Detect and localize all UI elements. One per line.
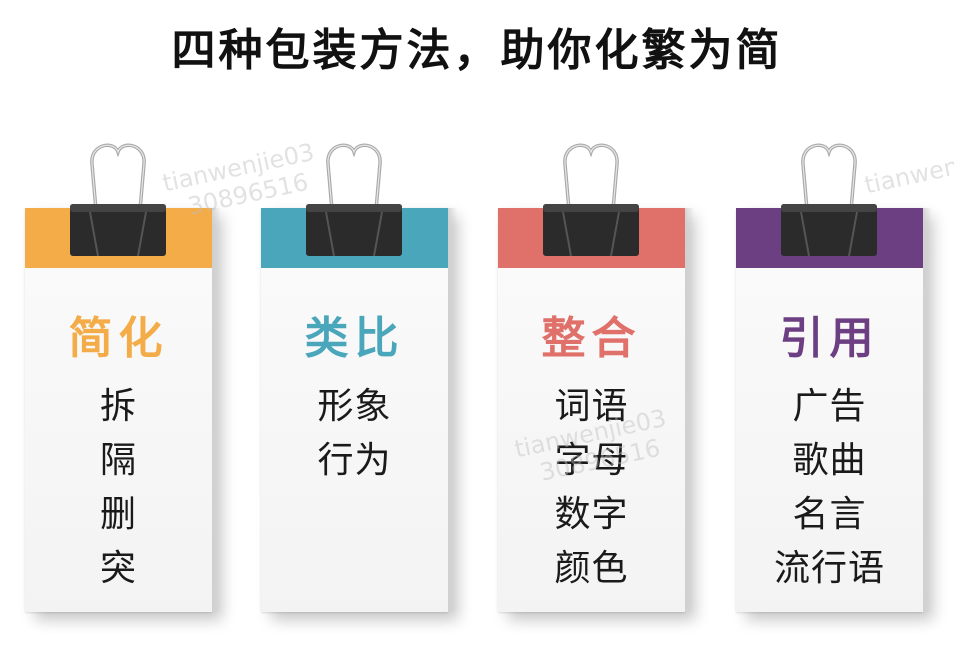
card-items: 拆 隔 删 突 [25,380,212,596]
card-heading: 简化 [68,313,169,364]
page-title: 四种包装方法，助你化繁为简 [171,25,783,76]
list-item: 词语 [554,386,629,427]
list-item: 拆 [99,386,137,427]
card-simplify: 简化 拆 隔 删 突 [25,208,221,612]
list-item: 形象 [317,386,392,427]
card-heading: 引用 [779,313,880,364]
card-analogy: 类比 形象 行为 [261,208,457,612]
list-item: 数字 [554,494,629,535]
binder-clip-icon [68,138,168,258]
card-items: 广告 歌曲 名言 流行语 [736,380,923,596]
card-heading: 类比 [304,313,405,364]
list-item: 突 [99,548,137,589]
list-item: 流行语 [773,548,885,589]
binder-clip-icon [541,138,641,258]
list-item: 颜色 [554,548,629,589]
list-item: 广告 [792,386,867,427]
binder-clip-icon [779,138,879,258]
list-item: 字母 [554,440,629,481]
list-item: 隔 [99,440,137,481]
binder-clip-icon [304,138,404,258]
card-heading: 整合 [541,313,642,364]
list-item: 行为 [317,440,392,481]
card-integrate: 整合 词语 字母 数字 颜色 [498,208,694,612]
card-items: 词语 字母 数字 颜色 [498,380,685,596]
card-quote: 引用 广告 歌曲 名言 流行语 [736,208,932,612]
list-item: 删 [99,494,137,535]
list-item: 歌曲 [792,440,867,481]
card-items: 形象 行为 [261,380,448,488]
list-item: 名言 [792,494,867,535]
